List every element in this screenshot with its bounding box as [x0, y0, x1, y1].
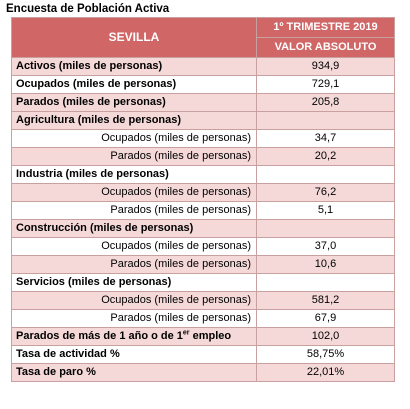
table-row: Parados (miles de personas) 5,1 — [11, 201, 395, 220]
table-row: Parados (miles de personas) 67,9 — [11, 309, 395, 328]
table-row: Parados (miles de personas) 205,8 — [11, 93, 395, 112]
section-label: Industria (miles de personas) — [11, 165, 257, 184]
row-value — [256, 165, 395, 184]
row-value: 10,6 — [256, 255, 395, 274]
row-value: 58,75% — [256, 345, 395, 364]
row-value: 37,0 — [256, 237, 395, 256]
row-value: 102,0 — [256, 327, 395, 346]
table-row: Ocupados (miles de personas) 76,2 — [11, 183, 395, 202]
row-label: Parados (miles de personas) — [11, 147, 257, 166]
row-label-superscript: er — [182, 329, 190, 337]
table-row: Ocupados (miles de personas) 581,2 — [11, 291, 395, 310]
row-value — [256, 273, 395, 292]
row-value: 67,9 — [256, 309, 395, 328]
table-subheader-row: VALOR ABSOLUTO — [12, 37, 395, 58]
table-row: Parados de más de 1 año o de 1er empleo … — [11, 327, 395, 346]
table-row: Industria (miles de personas) — [11, 165, 395, 184]
row-value: 34,7 — [256, 129, 395, 148]
table-row: Parados (miles de personas) 10,6 — [11, 255, 395, 274]
row-value — [256, 111, 395, 130]
row-value: 934,9 — [256, 57, 395, 76]
row-label: Ocupados (miles de personas) — [11, 75, 257, 94]
region-header: SEVILLA — [11, 17, 257, 58]
row-label: Ocupados (miles de personas) — [11, 129, 257, 148]
document-title: Encuesta de Población Activa — [6, 3, 170, 15]
statistics-table: SEVILLA 1º TRIMESTRE 2019 VALOR ABSOLUTO… — [11, 17, 395, 382]
row-label: Ocupados (miles de personas) — [11, 291, 257, 310]
row-label: Parados de más de 1 año o de 1er empleo — [11, 327, 257, 346]
table-row: Ocupados (miles de personas) 729,1 — [11, 75, 395, 94]
measure-header: VALOR ABSOLUTO — [256, 37, 395, 58]
table-row: Ocupados (miles de personas) 37,0 — [11, 237, 395, 256]
table-row: Parados (miles de personas) 20,2 — [11, 147, 395, 166]
table-header-row: SEVILLA 1º TRIMESTRE 2019 — [11, 17, 395, 58]
table-row: Construcción (miles de personas) — [11, 219, 395, 238]
table-row: Tasa de paro % 22,01% — [11, 363, 395, 382]
row-value: 22,01% — [256, 363, 395, 382]
row-label-text-end: empleo — [189, 330, 232, 342]
table-row: Activos (miles de personas) 934,9 — [11, 57, 395, 76]
row-label: Tasa de actividad % — [11, 345, 257, 364]
row-value: 581,2 — [256, 291, 395, 310]
row-label-text: Parados de más de 1 año o de 1 — [16, 330, 183, 342]
table-row: Ocupados (miles de personas) 34,7 — [11, 129, 395, 148]
row-value: 729,1 — [256, 75, 395, 94]
section-label: Servicios (miles de personas) — [11, 273, 257, 292]
row-value: 5,1 — [256, 201, 395, 220]
row-value: 205,8 — [256, 93, 395, 112]
row-label: Parados (miles de personas) — [11, 309, 257, 328]
section-label: Construcción (miles de personas) — [11, 219, 257, 238]
row-label: Ocupados (miles de personas) — [11, 237, 257, 256]
row-value: 76,2 — [256, 183, 395, 202]
row-label: Parados (miles de personas) — [11, 201, 257, 220]
row-label: Parados (miles de personas) — [11, 93, 257, 112]
row-label: Tasa de paro % — [11, 363, 257, 382]
section-label: Agricultura (miles de personas) — [11, 111, 257, 130]
table-row: Tasa de actividad % 58,75% — [11, 345, 395, 364]
period-header: 1º TRIMESTRE 2019 — [256, 17, 395, 38]
table-row: Agricultura (miles de personas) — [11, 111, 395, 130]
row-value — [256, 219, 395, 238]
row-label: Ocupados (miles de personas) — [11, 183, 257, 202]
row-label: Activos (miles de personas) — [11, 57, 257, 76]
table-row: Servicios (miles de personas) — [11, 273, 395, 292]
row-value: 20,2 — [256, 147, 395, 166]
row-label: Parados (miles de personas) — [11, 255, 257, 274]
